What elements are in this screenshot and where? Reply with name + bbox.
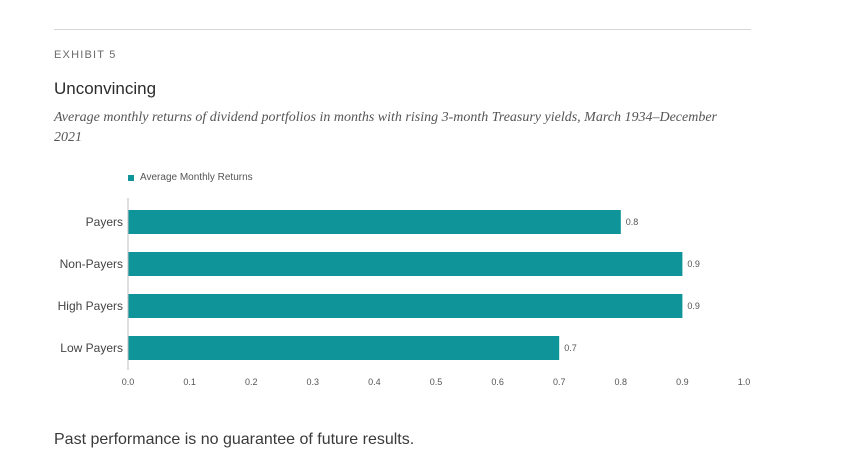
- chart-legend: Average Monthly Returns: [128, 172, 253, 183]
- x-tick-label: 0.2: [245, 377, 258, 387]
- x-tick-label: 0.3: [307, 377, 320, 387]
- legend-label: Average Monthly Returns: [140, 172, 253, 183]
- exhibit-label: EXHIBIT 5: [54, 49, 117, 61]
- data-label: 0.7: [564, 343, 577, 353]
- x-tick-label: 0.0: [122, 377, 135, 387]
- x-tick-label: 0.1: [183, 377, 196, 387]
- x-tick-label: 1.0: [738, 377, 751, 387]
- x-tick-label: 0.5: [430, 377, 443, 387]
- data-label: 0.9: [687, 301, 700, 311]
- top-divider: [54, 29, 751, 30]
- category-label: High Payers: [58, 299, 123, 313]
- bar-chart: Payers 0.8 Non-Payers 0.9 High Payers 0.9 Low …: [58, 198, 751, 387]
- bar: [128, 336, 560, 360]
- x-tick-label: 0.4: [368, 377, 381, 387]
- x-tick-label: 0.9: [676, 377, 689, 387]
- bar: [128, 210, 621, 234]
- x-tick-label: 0.6: [491, 377, 504, 387]
- category-label: Low Payers: [60, 341, 123, 355]
- x-tick-label: 0.7: [553, 377, 566, 387]
- chart-title: Unconvincing: [54, 79, 157, 98]
- bar: [128, 294, 683, 318]
- bar: [128, 252, 683, 276]
- category-label: Non-Payers: [60, 257, 123, 271]
- legend-swatch: [128, 174, 134, 181]
- data-label: 0.9: [687, 259, 700, 269]
- category-label: Payers: [86, 215, 123, 229]
- disclaimer-note: Past performance is no guarantee of futu…: [54, 431, 415, 448]
- data-label: 0.8: [626, 217, 639, 227]
- chart-subtitle: Average monthly returns of dividend port…: [54, 110, 717, 145]
- x-tick-label: 0.8: [615, 377, 628, 387]
